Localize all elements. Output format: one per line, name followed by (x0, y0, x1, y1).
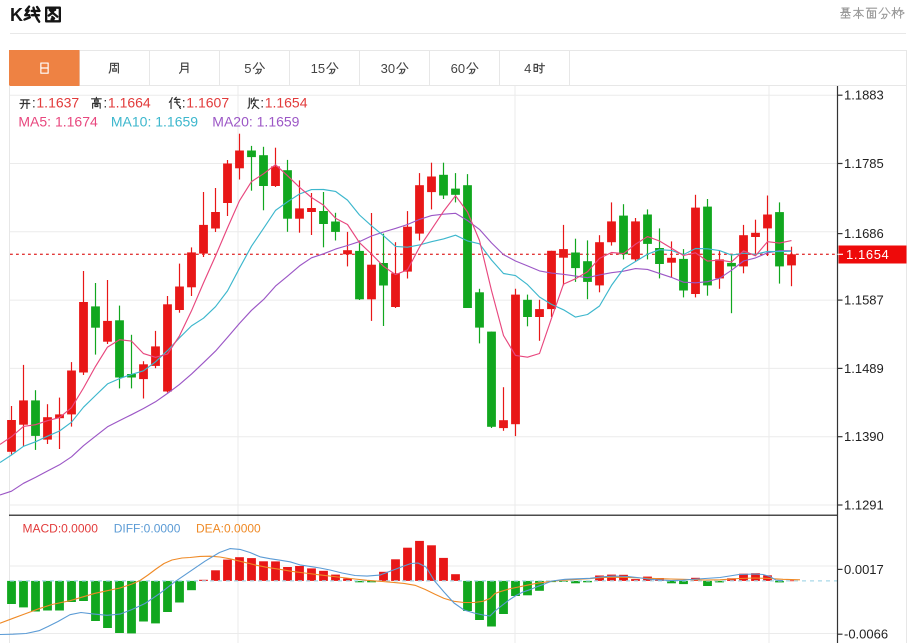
svg-text:1.1489: 1.1489 (844, 361, 884, 376)
svg-text:MA20: 1.1659: MA20: 1.1659 (212, 114, 299, 130)
svg-text:MA5: 1.1674: MA5: 1.1674 (18, 114, 98, 130)
svg-text:1.1607: 1.1607 (186, 95, 229, 111)
svg-text::: : (260, 95, 264, 111)
svg-text:K: K (10, 5, 23, 25)
svg-text:1.1883: 1.1883 (844, 88, 884, 103)
svg-text:1.1587: 1.1587 (844, 293, 884, 308)
svg-text:1.1637: 1.1637 (36, 95, 79, 111)
svg-text:MA10: 1.1659: MA10: 1.1659 (111, 114, 198, 130)
svg-text:DEA:0.0000: DEA:0.0000 (196, 522, 261, 536)
svg-text:1.1664: 1.1664 (108, 95, 151, 111)
svg-text:1.1686: 1.1686 (844, 226, 884, 241)
svg-text:0.0017: 0.0017 (844, 562, 884, 577)
svg-text:MACD:0.0000: MACD:0.0000 (23, 522, 99, 536)
svg-text::: : (32, 95, 36, 111)
svg-text::: : (182, 95, 186, 111)
svg-text:1.1390: 1.1390 (844, 429, 884, 444)
svg-text:1.1291: 1.1291 (844, 497, 884, 512)
svg-text:-0.0066: -0.0066 (844, 627, 888, 642)
svg-text:1.1654: 1.1654 (846, 247, 889, 262)
svg-text::: : (103, 95, 107, 111)
svg-text:15: 15 (311, 61, 325, 76)
svg-text:DIFF:0.0000: DIFF:0.0000 (114, 522, 181, 536)
svg-text:60: 60 (451, 61, 465, 76)
svg-text:5: 5 (244, 61, 251, 76)
svg-text:4: 4 (524, 61, 531, 76)
svg-text:1.1654: 1.1654 (265, 95, 308, 111)
svg-text:>: > (898, 6, 905, 20)
svg-text:30: 30 (381, 61, 395, 76)
svg-text:1.1785: 1.1785 (844, 156, 884, 171)
